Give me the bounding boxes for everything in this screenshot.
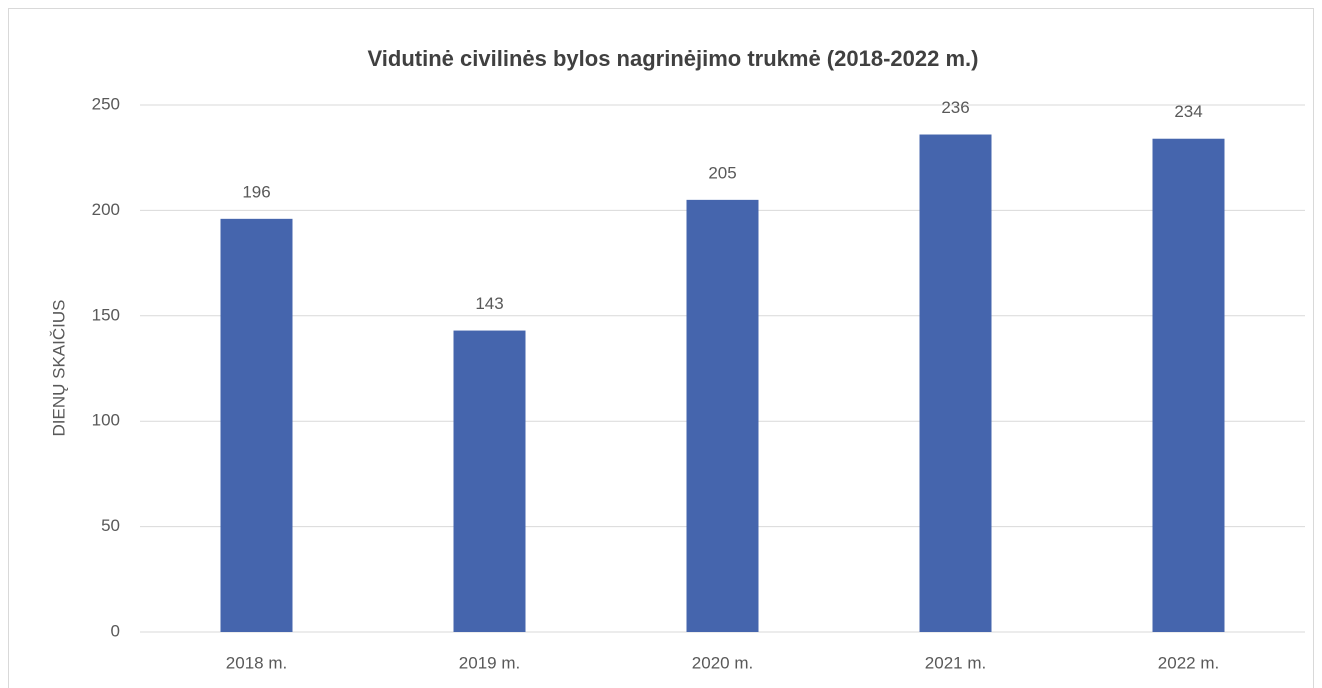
y-tick-label: 250 — [92, 94, 120, 113]
y-tick-label: 200 — [92, 200, 120, 219]
data-label: 234 — [1174, 102, 1202, 121]
x-tick-label: 2020 m. — [692, 653, 753, 672]
x-tick-label: 2022 m. — [1158, 653, 1219, 672]
bar — [686, 199, 759, 633]
bar — [453, 330, 526, 632]
bar — [220, 218, 293, 632]
y-axis-label: DIENŲ SKAIČIUS — [49, 300, 68, 437]
y-tick-label: 50 — [101, 516, 120, 535]
data-label: 196 — [242, 182, 270, 201]
bar — [1152, 138, 1225, 632]
x-tick-label: 2021 m. — [925, 653, 986, 672]
bar — [919, 134, 992, 632]
x-tick-label: 2018 m. — [226, 653, 287, 672]
y-tick-label: 0 — [111, 621, 120, 640]
data-label: 205 — [708, 163, 736, 182]
data-label: 236 — [941, 98, 969, 117]
y-tick-label: 100 — [92, 411, 120, 430]
chart-border — [8, 8, 1314, 688]
x-tick-label: 2019 m. — [459, 653, 520, 672]
y-tick-label: 150 — [92, 305, 120, 324]
chart-title: Vidutinė civilinės bylos nagrinėjimo tru… — [368, 46, 979, 71]
data-label: 143 — [475, 294, 503, 313]
